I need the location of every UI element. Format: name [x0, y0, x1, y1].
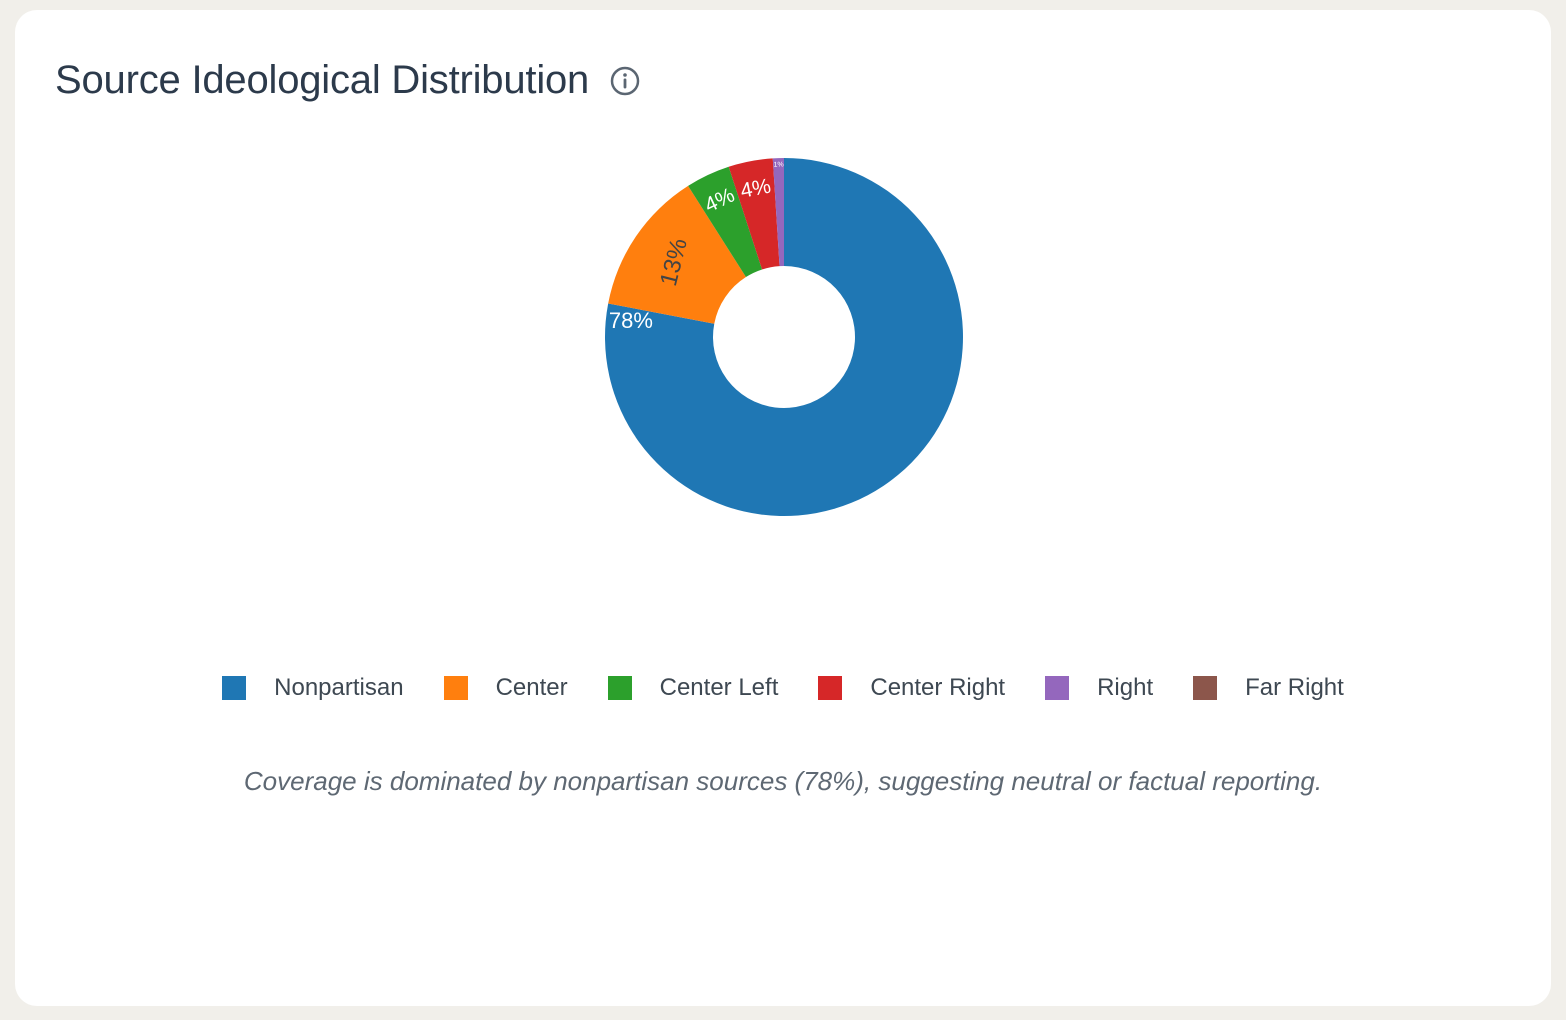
legend-swatch: [818, 676, 843, 700]
chart-title: Source Ideological Distribution: [55, 58, 590, 102]
slice-nonpartisan[interactable]: [604, 158, 963, 516]
legend-item-nonpartisan[interactable]: Nonpartisan: [222, 674, 404, 702]
slice-label-center-right: 4%: [739, 175, 773, 203]
legend-swatch: [443, 676, 468, 700]
chart-legend: Nonpartisan Center Center Left Center Right…: [15, 674, 1551, 702]
legend-item-center[interactable]: Center: [443, 674, 568, 702]
legend-swatch: [222, 676, 247, 700]
card-header: Source Ideological Distribution: [55, 58, 641, 103]
legend-item-far-right[interactable]: Far Right: [1193, 674, 1344, 702]
chart-card: Source Ideological Distribution 78% 13% 4%…: [15, 10, 1551, 1006]
donut-chart: 78%13%4% 4%1%: [604, 158, 963, 516]
info-icon[interactable]: [609, 65, 641, 97]
slice-center-left[interactable]: [688, 166, 763, 278]
slice-label-nonpartisan: 78%: [609, 308, 653, 333]
slice-label-right: 1%: [773, 161, 783, 168]
legend-label: Far Right: [1245, 674, 1344, 701]
slice-right[interactable]: [772, 158, 784, 267]
legend-label: Center: [495, 674, 568, 701]
legend-label: Center Right: [870, 674, 1006, 701]
legend-swatch: [1193, 676, 1218, 700]
legend-item-right[interactable]: Right: [1045, 674, 1153, 702]
slice-center[interactable]: [608, 185, 746, 324]
legend-label: Nonpartisan: [274, 674, 404, 701]
chart-caption: Coverage is dominated by nonpartisan sou…: [243, 766, 1323, 796]
legend-swatch: [607, 676, 632, 700]
slice-center-right[interactable]: [728, 158, 780, 270]
legend-label: Center Left: [659, 674, 779, 701]
legend-item-center-left[interactable]: Center Left: [607, 674, 779, 702]
legend-swatch: [1045, 676, 1070, 700]
legend-label: Right: [1097, 674, 1154, 701]
legend-item-center-right[interactable]: Center Right: [818, 674, 1005, 702]
